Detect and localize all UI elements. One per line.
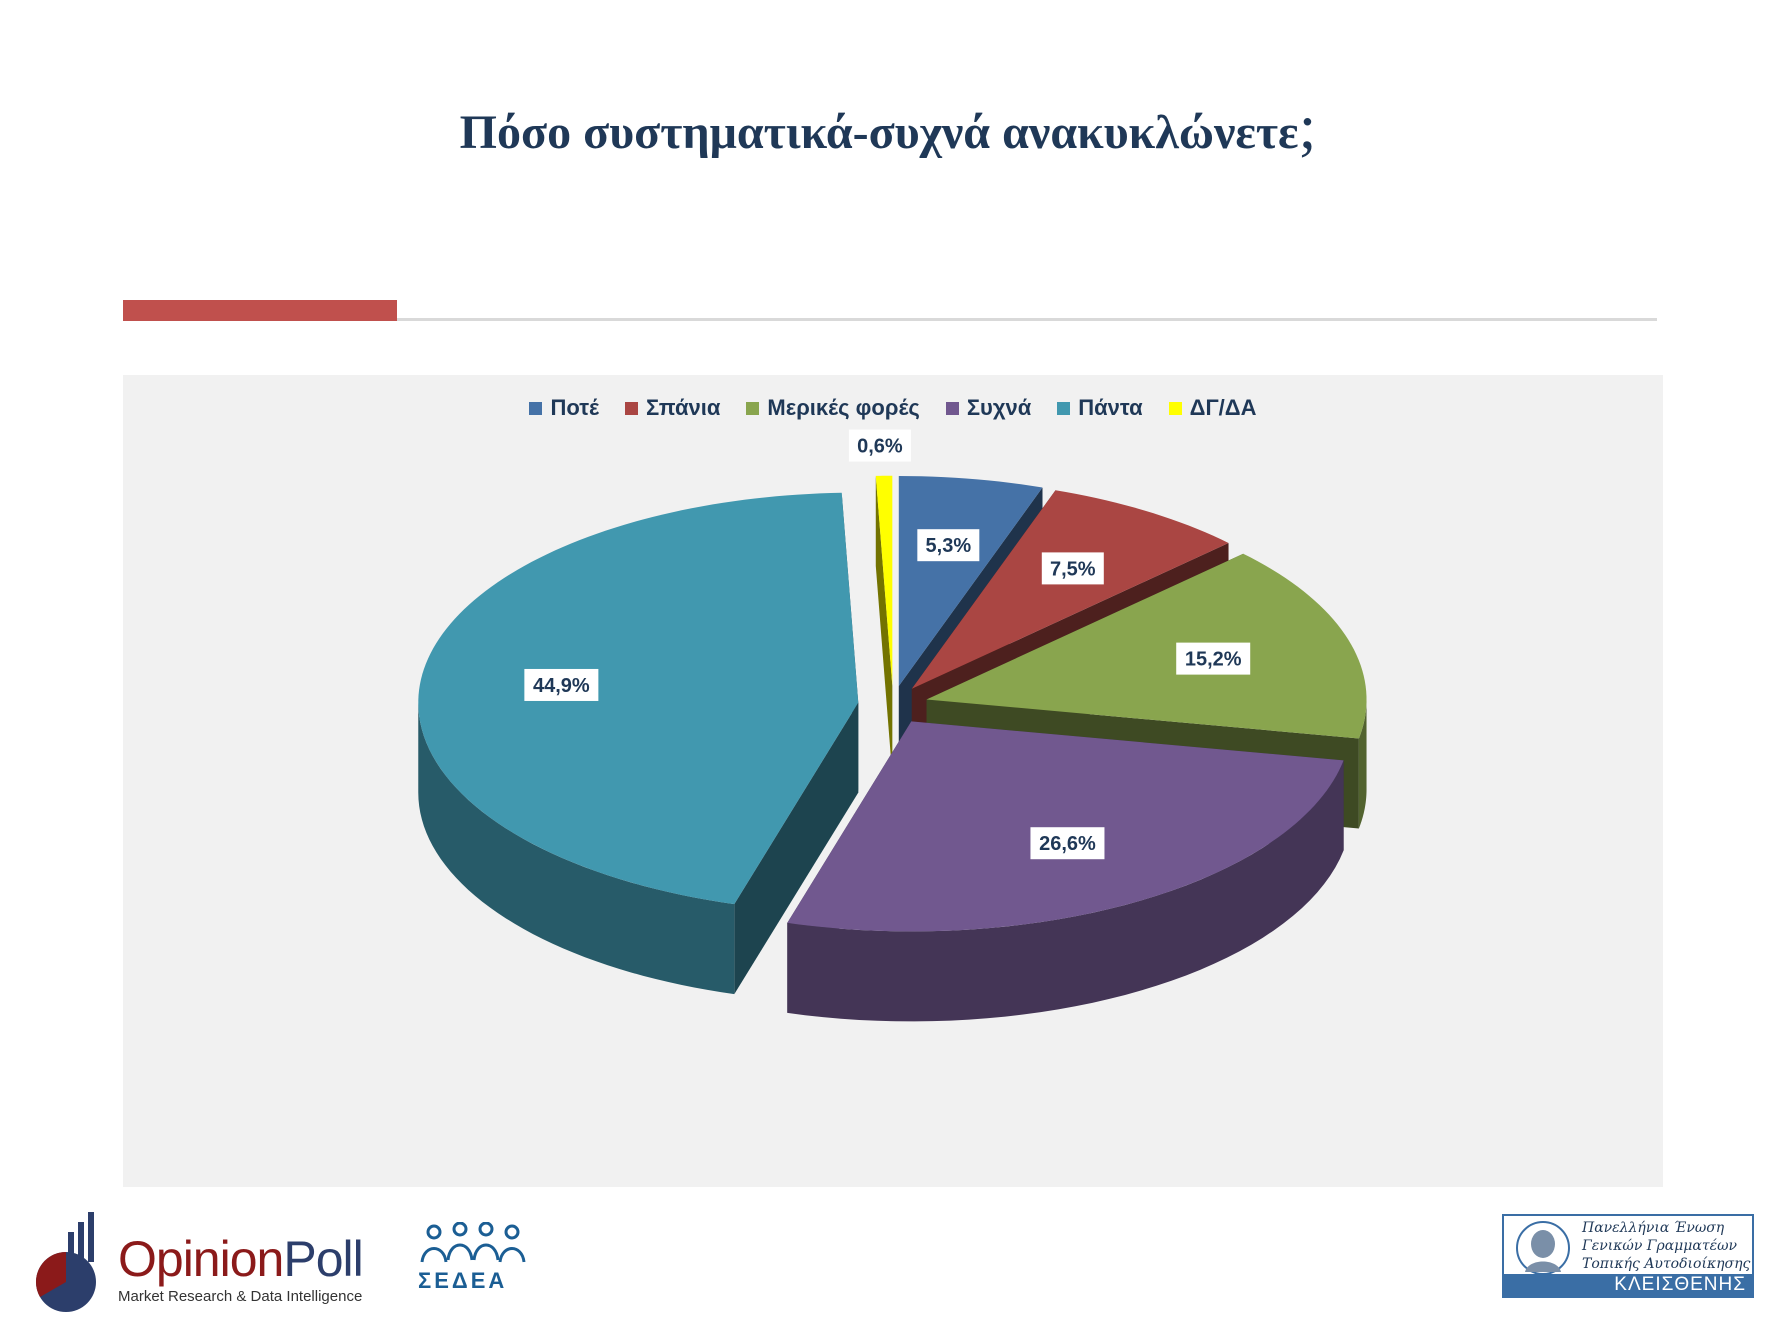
opinionpoll-logo-text: OpinionPoll [118, 1230, 364, 1288]
svg-text:5,3%: 5,3% [926, 535, 972, 557]
svg-text:15,2%: 15,2% [1185, 649, 1242, 671]
opinionpoll-name-a: Opinion [118, 1231, 284, 1287]
title-rule-line [397, 318, 1657, 321]
svg-text:26,6%: 26,6% [1039, 833, 1096, 855]
pie-slice-4 [418, 492, 859, 995]
legend-label-2: Μερικές φορές [767, 395, 920, 420]
legend-item-1: Σπάνια [624, 395, 721, 421]
kleisthenis-name: ΚΛΕΙΣΘΕΝΗΣ [1504, 1274, 1752, 1296]
legend-label-3: Συχνά [966, 395, 1032, 420]
sedea-logo-icon [420, 1222, 526, 1263]
legend-swatch-2 [746, 401, 760, 415]
opinionpoll-logo-icon [35, 1212, 96, 1312]
legend-swatch-3 [945, 401, 959, 415]
data-label-0: 5,3% [917, 529, 980, 562]
legend-label-4: Πάντα [1078, 395, 1143, 420]
svg-text:44,9%: 44,9% [533, 675, 590, 697]
opinionpoll-tagline: Market Research & Data Intelligence [118, 1288, 363, 1305]
svg-text:0,6%: 0,6% [857, 436, 903, 458]
legend-item-2: Μερικές φορές [746, 395, 920, 421]
legend-swatch-5 [1168, 401, 1182, 415]
data-label-1: 7,5% [1041, 552, 1104, 585]
legend-swatch-4 [1057, 401, 1071, 415]
data-label-3: 26,6% [1030, 827, 1105, 860]
kleisthenis-logo: Πανελλήνια Ένωση Γενικών Γραμματέων Τοπι… [1502, 1214, 1754, 1298]
legend-item-0: Ποτέ [529, 395, 599, 421]
chart-area: Ποτέ Σπάνια Μερικές φορές Συχνά Πάντα ΔΓ/ΔΑ 5… [123, 375, 1663, 1187]
legend-label-1: Σπάνια [645, 395, 721, 420]
opinionpoll-name-b: Poll [283, 1231, 363, 1287]
pie-slice-3 [787, 721, 1344, 1022]
chart-legend: Ποτέ Σπάνια Μερικές φορές Συχνά Πάντα ΔΓ/ΔΑ [123, 395, 1663, 421]
kleisthenis-line-2: Γενικών Γραμματέων [1582, 1238, 1738, 1254]
data-label-5: 0,6% [848, 429, 911, 462]
page-title: Πόσο συστηματικά-συχνά ανακυκλώνετε; [0, 90, 1776, 164]
pie-chart: 5,3% 7,5% 15,2% 26,6% 44,9% 0,6% [418, 429, 1367, 1022]
data-label-4: 44,9% [524, 668, 599, 701]
legend-item-3: Συχνά [945, 395, 1032, 421]
legend-swatch-1 [624, 401, 638, 415]
sedea-logo-text: ΣΕΔΕΑ [418, 1268, 508, 1293]
legend-label-0: Ποτέ [550, 395, 599, 420]
kleisthenis-bust-icon [1516, 1221, 1570, 1275]
legend-swatch-0 [529, 401, 543, 415]
kleisthenis-line-3: Τοπικής Αυτοδιοίκησης [1582, 1256, 1751, 1272]
legend-item-5: ΔΓ/ΔΑ [1168, 395, 1257, 421]
legend-label-5: ΔΓ/ΔΑ [1189, 395, 1257, 420]
data-label-2: 15,2% [1176, 642, 1251, 675]
kleisthenis-line-1: Πανελλήνια Ένωση [1582, 1220, 1725, 1236]
legend-item-4: Πάντα [1057, 395, 1143, 421]
title-question-mark: ; [1298, 91, 1317, 162]
title-rule-accent [123, 300, 397, 321]
pie-slice-5 [875, 475, 893, 776]
svg-text:7,5%: 7,5% [1050, 558, 1096, 580]
title-text: Πόσο συστηματικά-συχνά ανακυκλώνετε [459, 106, 1299, 159]
